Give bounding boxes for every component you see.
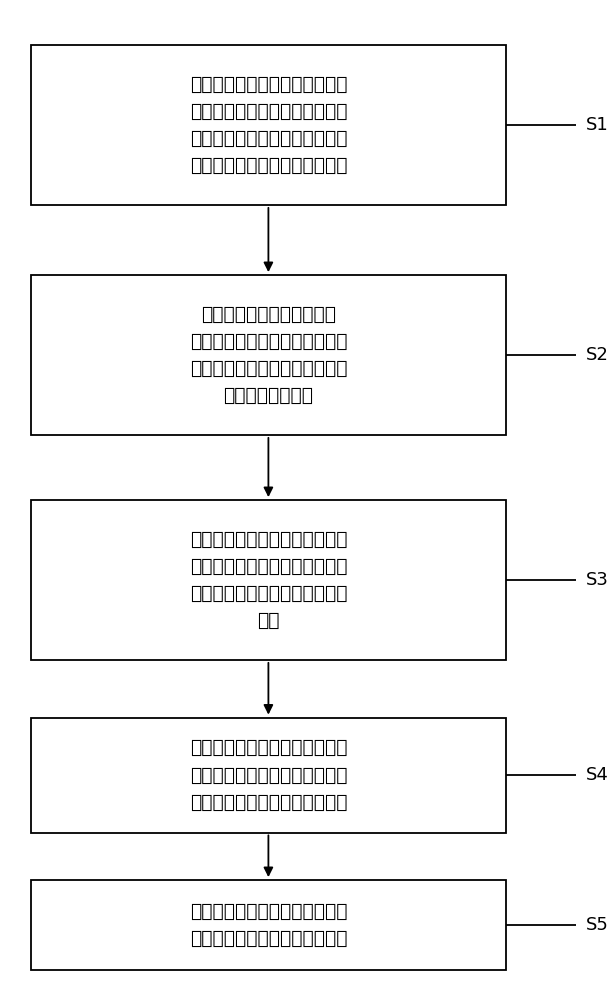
Text: 读取激光雷达采集的一帧点云数
据信息，所述点云数据信息包含
多个激光点的坐标数据和每个所
述激光点对应的第一时间戳信息: 读取激光雷达采集的一帧点云数 据信息，所述点云数据信息包含 多个激光点的坐标数据… — [190, 75, 347, 175]
Bar — [30, 718, 506, 832]
Bar — [30, 880, 506, 970]
Text: S2: S2 — [586, 346, 609, 364]
Text: S3: S3 — [586, 571, 609, 589]
Bar — [30, 500, 506, 660]
Text: 根据每个所述第一位姿信息和所
述初始位姿信息计算机器人对应
每个所述激光点的位姿变换矩阵: 根据每个所述第一位姿信息和所 述初始位姿信息计算机器人对应 每个所述激光点的位姿… — [190, 738, 347, 812]
Text: S1: S1 — [586, 116, 608, 134]
Text: S5: S5 — [586, 916, 609, 934]
Bar — [30, 45, 506, 205]
Bar — [30, 275, 506, 435]
Text: 将所述第一时间戳信息和双
目事件相机的时间轴进行对齐，
并获取机器人对应第一个激光点
的初始位姿信息；: 将所述第一时间戳信息和双 目事件相机的时间轴进行对齐， 并获取机器人对应第一个激… — [190, 305, 347, 405]
Text: 基于匀加速运动模型，依据双目
事件相机的时间轴，计算机器人
对应每个所述激光点的第一位姿
信息: 基于匀加速运动模型，依据双目 事件相机的时间轴，计算机器人 对应每个所述激光点的… — [190, 530, 347, 630]
Text: 根据每个所述位姿变换矩阵对对
应的所述激光点的坐标进行校正: 根据每个所述位姿变换矩阵对对 应的所述激光点的坐标进行校正 — [190, 902, 347, 948]
Text: S4: S4 — [586, 766, 609, 784]
